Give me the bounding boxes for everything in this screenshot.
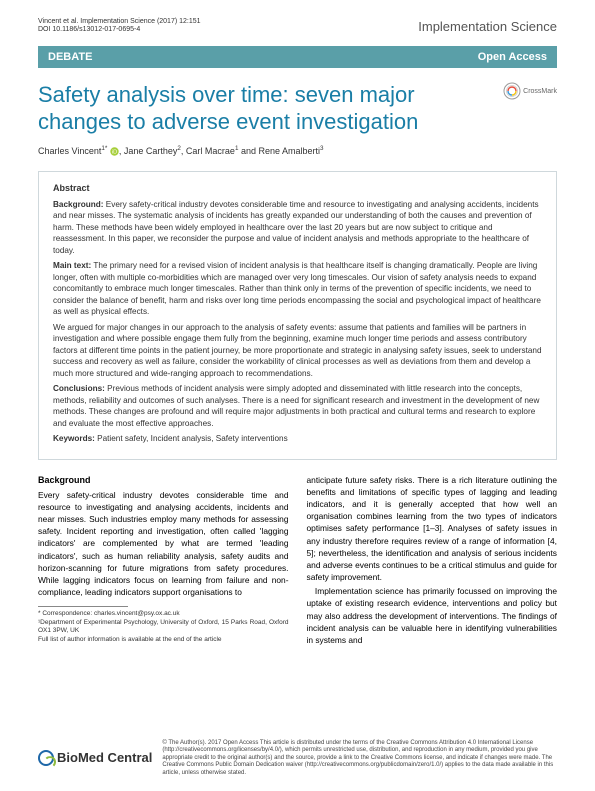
orcid-icon[interactable]: iD [110,147,119,156]
abstract-main-2: We argued for major changes in our appro… [53,322,542,379]
abstract-keywords: Keywords: Patient safety, Incident analy… [53,433,542,444]
article-category: DEBATE [48,50,92,65]
category-banner: DEBATE Open Access [38,46,557,69]
author-4: Rene Amalberti [258,146,320,156]
body-col2-p2: Implementation science has primarily foc… [307,585,558,646]
author-1: Charles Vincent [38,146,101,156]
biomed-central-logo: BioMed Central [38,749,152,767]
abstract-box: Abstract Background: Every safety-critic… [38,171,557,459]
license-text: © The Author(s). 2017 Open Access This a… [162,740,557,778]
author-2: Jane Carthey [124,146,178,156]
article-title: Safety analysis over time: seven major c… [38,82,493,135]
author-3: Carl Macrae [186,146,235,156]
crossmark-icon [503,82,521,100]
abstract-heading: Abstract [53,182,542,195]
footer: BioMed Central © The Author(s). 2017 Ope… [38,740,557,778]
body-col2-p1: anticipate future safety risks. There is… [307,474,558,584]
body-col1-p1: Every safety-critical industry devotes c… [38,490,289,598]
journal-name: Implementation Science [418,18,557,36]
bmc-logo-text: BioMed Central [57,749,152,767]
footnotes: * Correspondence: charles.vincent@psy.ox… [38,610,289,644]
citation-line: Vincent et al. Implementation Science (2… [38,18,201,26]
abstract-conclusions: Conclusions: Previous methods of inciden… [53,383,542,429]
abstract-main-1: Main text: The primary need for a revise… [53,260,542,317]
authors-line: Charles Vincent1* iD , Jane Carthey2, Ca… [38,145,557,157]
crossmark-label: CrossMark [523,87,557,96]
citation-block: Vincent et al. Implementation Science (2… [38,18,201,35]
doi-line: DOI 10.1186/s13012-017-0695-4 [38,26,201,34]
title-row: Safety analysis over time: seven major c… [38,82,557,135]
correspondence: * Correspondence: charles.vincent@psy.ox… [38,610,289,618]
crossmark-badge[interactable]: CrossMark [503,82,557,100]
abstract-background: Background: Every safety-critical indust… [53,199,542,256]
author-info-note: Full list of author information is avail… [38,636,289,644]
bmc-circle-icon [38,750,54,766]
body-columns: Background Every safety-critical industr… [38,474,557,647]
svg-text:iD: iD [112,150,117,156]
footnote-divider [38,606,128,607]
open-access-label: Open Access [478,50,547,65]
header-meta: Vincent et al. Implementation Science (2… [0,0,595,36]
background-heading: Background [38,474,289,487]
affiliation-1: ¹Department of Experimental Psychology, … [38,619,289,636]
